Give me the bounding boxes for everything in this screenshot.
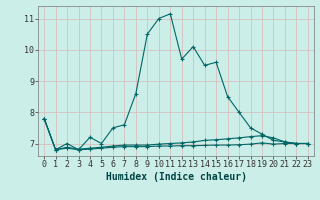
X-axis label: Humidex (Indice chaleur): Humidex (Indice chaleur) bbox=[106, 172, 246, 182]
